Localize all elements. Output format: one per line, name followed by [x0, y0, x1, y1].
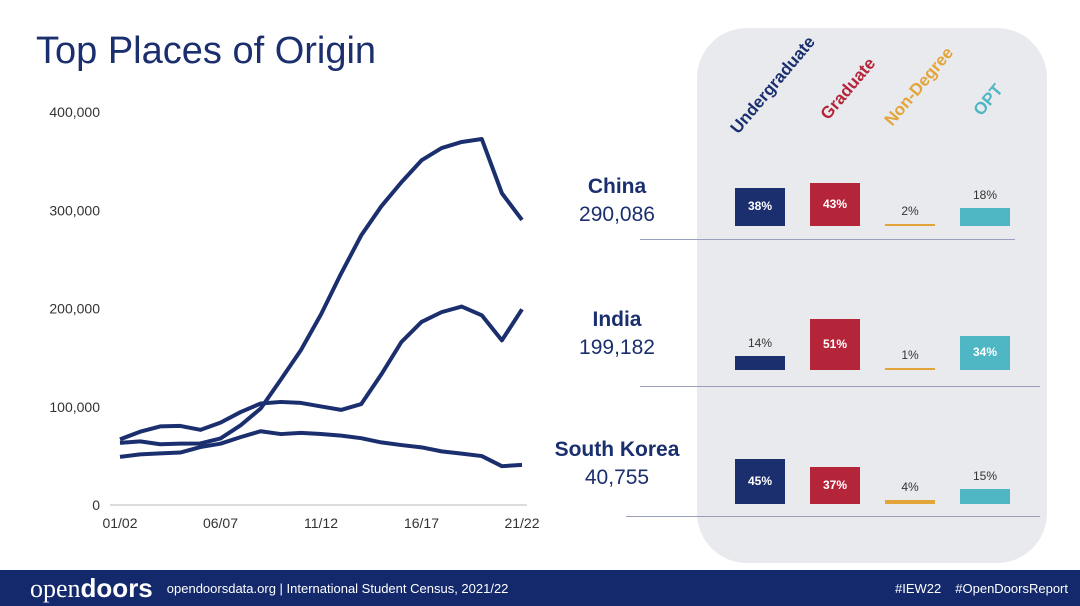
y-tick-label: 300,000 — [49, 202, 100, 218]
country-name: South Korea — [554, 438, 680, 461]
bar-opt — [960, 208, 1010, 226]
bar-label: 38% — [747, 199, 773, 213]
series-line-india — [119, 304, 524, 442]
bar-non-degree — [885, 224, 935, 226]
bar-label: 51% — [822, 336, 848, 351]
series-line-china — [119, 137, 524, 447]
bar-opt — [960, 336, 1010, 370]
y-tick-label: 200,000 — [49, 301, 100, 317]
x-tick-label: 06/07 — [203, 515, 238, 531]
bar-non-degree — [885, 500, 935, 504]
row-divider — [640, 386, 1040, 387]
country-china: China 290,086 — [542, 175, 692, 227]
footer-text: opendoorsdata.org | International Studen… — [166, 580, 509, 596]
footer: opendoors opendoorsdata.org | Internatio… — [0, 570, 1080, 606]
bar-label: 37% — [822, 477, 848, 492]
bar-graduate — [810, 183, 860, 226]
series-line-south-korea — [119, 429, 523, 469]
row-divider — [640, 239, 1015, 240]
country-india: India 199,182 — [542, 308, 692, 360]
bar-label: 15% — [972, 469, 998, 483]
x-tick-label: 16/17 — [404, 515, 439, 531]
bar-label: 18% — [972, 188, 998, 202]
opendoors-logo: opendoors — [30, 572, 153, 603]
bar-undergraduate — [735, 356, 785, 370]
bar-label: 14% — [747, 336, 773, 350]
bar-label: 34% — [972, 345, 998, 359]
country-total: 40,755 — [584, 466, 650, 489]
bar-opt — [960, 489, 1010, 504]
bar-label: 1% — [901, 348, 919, 362]
x-tick-label: 11/12 — [304, 515, 338, 531]
country-name: India — [592, 308, 642, 331]
hashtag-iew: #IEW22 — [895, 580, 942, 596]
bar-graduate — [810, 319, 860, 370]
y-tick-label: 100,000 — [49, 399, 100, 415]
bar-label: 45% — [747, 473, 773, 488]
bar-label: 43% — [822, 196, 848, 211]
x-tick-label: 01/02 — [102, 515, 137, 531]
bar-undergraduate — [735, 459, 785, 504]
bar-non-degree — [885, 368, 935, 370]
country-total: 199,182 — [579, 336, 655, 359]
hashtag-opendoors: #OpenDoorsReport — [955, 580, 1068, 596]
country-name: China — [587, 175, 647, 198]
bar-label: 4% — [901, 480, 919, 494]
y-tick-label: 0 — [92, 497, 100, 513]
page-title: Top Places of Origin — [36, 30, 377, 72]
row-divider — [626, 516, 1040, 517]
line-chart: 0 100,000 200,000 300,000 400,000 01/02 06/07 1… — [49, 104, 539, 531]
bar-graduate — [810, 467, 860, 504]
y-tick-label: 400,000 — [49, 104, 100, 120]
bar-label: 2% — [901, 204, 919, 218]
x-tick-label: 21/22 — [504, 515, 539, 531]
country-total: 290,086 — [579, 203, 655, 226]
country-south-korea: South Korea 40,755 — [542, 438, 692, 490]
bar-undergraduate — [735, 188, 785, 226]
